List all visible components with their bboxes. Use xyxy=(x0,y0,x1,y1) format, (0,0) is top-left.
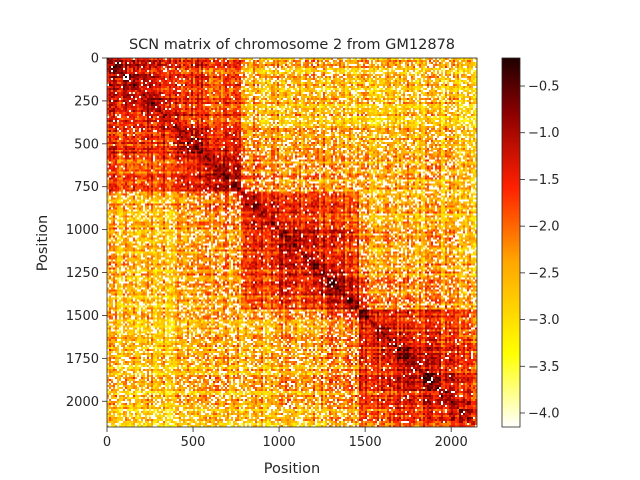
x-tick-label: 0 xyxy=(103,435,111,450)
y-tick-label: 500 xyxy=(74,137,99,152)
colorbar-tick-label: −1.5 xyxy=(528,173,560,188)
colorbar: −0.5 −1.0 −1.5 −2.0 −2.5 −3.0 −3.5 −4.0 xyxy=(501,57,560,428)
chart-title: SCN matrix of chromosome 2 from GM12878 xyxy=(129,37,455,53)
y-tick-label: 1500 xyxy=(66,309,99,324)
colorbar-tick-label: −2.0 xyxy=(528,220,560,235)
y-axis-label: Position xyxy=(35,215,51,271)
x-tick-label: 1500 xyxy=(349,435,382,450)
colorbar-tick-label: −4.0 xyxy=(528,406,560,421)
x-tick-label: 1000 xyxy=(263,435,296,450)
y-tick-label: 750 xyxy=(74,180,99,195)
colorbar-tick-label: −1.0 xyxy=(528,126,560,141)
plot-frame xyxy=(106,57,478,428)
x-axis-ticks: 0 500 1000 1500 2000 xyxy=(103,427,468,450)
colorbar-tick-label: −0.5 xyxy=(528,80,560,95)
heatmap xyxy=(106,57,478,428)
y-tick-label: 1750 xyxy=(66,352,99,367)
colorbar-tick-label: −3.0 xyxy=(528,313,560,328)
y-tick-label: 0 xyxy=(91,52,99,67)
x-axis-label: Position xyxy=(264,461,320,477)
y-axis-ticks: 0 250 500 750 1000 1250 1500 1750 2000 xyxy=(66,52,107,410)
heatmap-image xyxy=(107,58,477,427)
colorbar-gradient xyxy=(501,57,521,428)
colorbar-ticks: −0.5 −1.0 −1.5 −2.0 −2.5 −3.0 −3.5 −4.0 xyxy=(520,80,560,421)
x-tick-label: 500 xyxy=(181,435,206,450)
colorbar-tick-label: −2.5 xyxy=(528,266,560,281)
x-tick-label: 2000 xyxy=(435,435,468,450)
y-tick-label: 2000 xyxy=(66,395,99,410)
y-tick-label: 250 xyxy=(74,94,99,109)
y-tick-label: 1250 xyxy=(66,266,99,281)
colorbar-tick-label: −3.5 xyxy=(528,360,560,375)
y-tick-label: 1000 xyxy=(66,223,99,238)
